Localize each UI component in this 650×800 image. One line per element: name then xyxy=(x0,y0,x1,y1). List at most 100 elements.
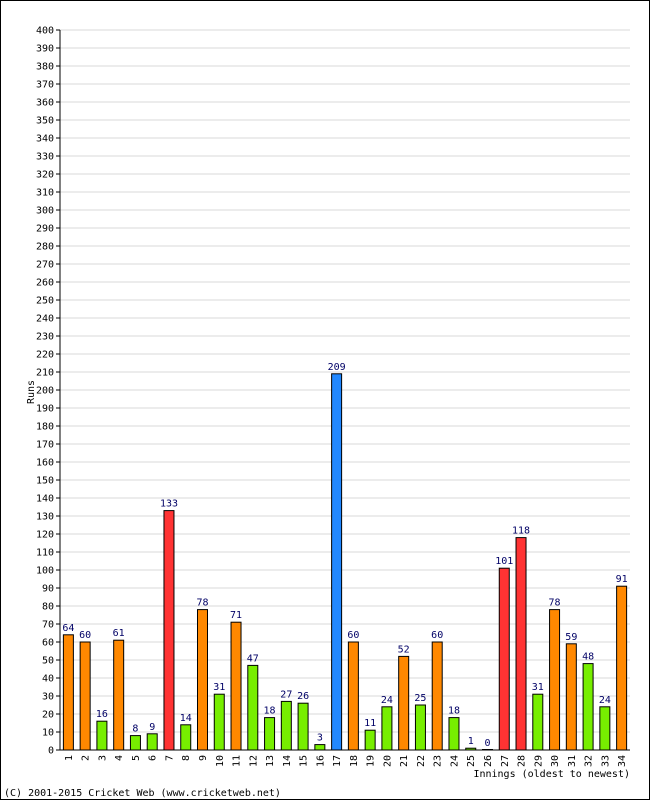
y-tick-label: 370 xyxy=(36,80,54,91)
y-tick-label: 290 xyxy=(36,224,54,235)
x-tick-label: 22 xyxy=(416,755,427,767)
bar-value-label: 64 xyxy=(62,623,74,634)
x-tick-label: 7 xyxy=(164,755,175,761)
bar xyxy=(180,724,192,751)
y-tick-label: 60 xyxy=(42,638,54,649)
y-tick-label: 10 xyxy=(42,728,54,739)
x-tick-label: 20 xyxy=(382,755,393,767)
y-tick-label: 270 xyxy=(36,260,54,271)
bar-value-label: 61 xyxy=(113,628,125,639)
bar-value-label: 1 xyxy=(468,736,474,747)
y-tick-label: 390 xyxy=(36,44,54,55)
y-tick-label: 380 xyxy=(36,62,54,73)
bar-value-label: 118 xyxy=(512,526,530,537)
bar-value-label: 11 xyxy=(364,718,376,729)
y-tick-label: 140 xyxy=(36,494,54,505)
x-axis-title: Innings (oldest to newest) xyxy=(473,769,630,780)
y-tick-label: 250 xyxy=(36,296,54,307)
y-tick-label: 90 xyxy=(42,584,54,595)
x-tick-label: 13 xyxy=(265,755,276,767)
bar xyxy=(364,729,376,751)
bar xyxy=(264,717,276,751)
x-tick-label: 25 xyxy=(466,755,477,767)
bar xyxy=(230,621,242,751)
bar xyxy=(129,735,141,751)
x-tick-label: 2 xyxy=(81,755,92,761)
y-tick-label: 150 xyxy=(36,476,54,487)
y-tick-label: 200 xyxy=(36,386,54,397)
bar-value-label: 27 xyxy=(280,689,292,700)
bar xyxy=(297,702,309,751)
y-tick-label: 280 xyxy=(36,242,54,253)
bar-value-label: 8 xyxy=(132,724,138,735)
bar-value-label: 3 xyxy=(317,733,323,744)
bar xyxy=(616,585,628,751)
y-tick-label: 190 xyxy=(36,404,54,415)
bar xyxy=(213,693,225,751)
x-tick-label: 9 xyxy=(198,755,209,761)
bar-value-label: 31 xyxy=(532,682,544,693)
bar xyxy=(448,717,460,751)
bar-value-label: 18 xyxy=(448,706,460,717)
bar xyxy=(113,639,125,751)
x-tick-label: 26 xyxy=(483,755,494,767)
y-tick-label: 260 xyxy=(36,278,54,289)
y-tick-label: 300 xyxy=(36,206,54,217)
y-tick-label: 230 xyxy=(36,332,54,343)
y-tick-label: 240 xyxy=(36,314,54,325)
bar-value-label: 14 xyxy=(180,713,192,724)
y-tick-label: 220 xyxy=(36,350,54,361)
y-tick-label: 80 xyxy=(42,602,54,613)
x-tick-label: 14 xyxy=(282,755,293,767)
bar xyxy=(331,373,343,751)
x-tick-label: 27 xyxy=(500,755,511,767)
y-tick-label: 100 xyxy=(36,566,54,577)
y-tick-label: 50 xyxy=(42,656,54,667)
y-tick-label: 0 xyxy=(48,746,54,757)
x-tick-label: 34 xyxy=(617,755,628,767)
x-tick-label: 17 xyxy=(332,755,343,767)
y-tick-label: 180 xyxy=(36,422,54,433)
copyright-text: (C) 2001-2015 Cricket Web (www.cricketwe… xyxy=(4,788,281,799)
y-tick-label: 40 xyxy=(42,674,54,685)
bar-value-label: 47 xyxy=(247,653,259,664)
x-tick-label: 6 xyxy=(148,755,159,761)
y-tick-label: 210 xyxy=(36,368,54,379)
bar xyxy=(532,693,544,751)
bar xyxy=(599,706,611,751)
bar xyxy=(280,700,292,751)
bar xyxy=(398,655,410,751)
x-tick-label: 10 xyxy=(215,755,226,767)
bar-value-label: 91 xyxy=(616,574,628,585)
bar xyxy=(565,643,577,751)
y-tick-label: 110 xyxy=(36,548,54,559)
y-tick-label: 330 xyxy=(36,152,54,163)
bar xyxy=(314,744,326,751)
x-tick-label: 5 xyxy=(131,755,142,761)
x-tick-label: 24 xyxy=(449,755,460,767)
x-tick-label: 3 xyxy=(97,755,108,761)
x-tick-label: 19 xyxy=(366,755,377,767)
bar-value-label: 133 xyxy=(160,499,178,510)
bar-value-label: 52 xyxy=(398,644,410,655)
x-tick-label: 31 xyxy=(567,755,578,767)
bar xyxy=(381,706,393,751)
bar xyxy=(431,641,443,751)
y-tick-label: 170 xyxy=(36,440,54,451)
y-tick-label: 120 xyxy=(36,530,54,541)
x-tick-labels: 1 2 3 4 5 6 7 8 9 10 11 12 13 14 15 16 17 18 19 20 21 22 23 24 2… xyxy=(64,755,628,767)
bar-value-labels: 64 60 16 61 8 9 133 14 78 31 71 47 18 27 26 3 209 60 11 24 5… xyxy=(62,362,627,749)
x-tick-label: 29 xyxy=(533,755,544,767)
y-tick-label: 340 xyxy=(36,134,54,145)
bar xyxy=(549,609,561,751)
y-tick-label: 130 xyxy=(36,512,54,523)
bar-value-label: 0 xyxy=(484,738,490,749)
bar-value-label: 60 xyxy=(431,630,443,641)
y-tick-label: 400 xyxy=(36,26,54,37)
bar-value-label: 78 xyxy=(196,598,208,609)
bar xyxy=(96,720,108,751)
bar xyxy=(582,663,594,751)
x-tick-label: 8 xyxy=(181,755,192,761)
bar xyxy=(163,510,175,751)
